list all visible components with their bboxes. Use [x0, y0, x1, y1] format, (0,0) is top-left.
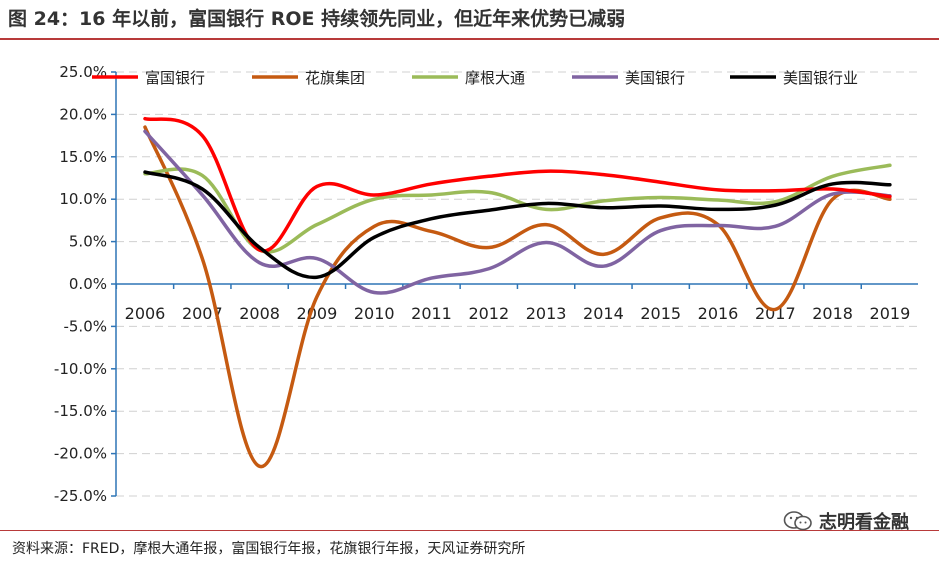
source-note: 资料来源：FRED，摩根大通年报，富国银行年报，花旗银行年报，天风证券研究所	[12, 541, 526, 557]
x-tick-label: 2016	[698, 304, 739, 323]
x-tick-label: 2006	[125, 304, 166, 323]
legend-label: 花旗集团	[305, 69, 365, 87]
watermark-text: 志明看金融	[819, 512, 909, 533]
x-tick-label: 2009	[297, 304, 338, 323]
series-lines	[143, 116, 892, 469]
x-tick-label: 2013	[526, 304, 567, 323]
watermark: 志明看金融	[783, 508, 909, 534]
y-tick-label: 15.0%	[59, 148, 107, 166]
y-tick-label: 0.0%	[69, 275, 107, 293]
y-tick-label: -20.0%	[54, 445, 107, 463]
series-line-3	[143, 129, 892, 295]
series-line-4	[143, 170, 892, 279]
y-tick-label: 5.0%	[69, 233, 107, 251]
chart-title: 图 24：16 年以前，富国银行 ROE 持续领先同业，但近年来优势已减弱	[8, 8, 626, 30]
y-tick-label: 20.0%	[59, 105, 107, 123]
x-tick-label: 2018	[812, 304, 853, 323]
x-tick-label: 2007	[182, 304, 223, 323]
y-tick-label: -15.0%	[54, 402, 107, 420]
x-tick-label: 2008	[239, 304, 280, 323]
y-tick-label: -25.0%	[54, 487, 107, 505]
x-tick-label: 2014	[583, 304, 624, 323]
line-chart: 25.0%20.0%15.0%10.0%5.0%0.0%-5.0%-10.0%-…	[54, 63, 918, 505]
series-line-2	[143, 163, 892, 254]
x-tick-label: 2012	[468, 304, 509, 323]
x-tick-label: 2010	[354, 304, 395, 323]
legend-label: 美国银行业	[783, 69, 858, 87]
legend-label: 美国银行	[625, 69, 685, 87]
y-tick-label: -10.0%	[54, 360, 107, 378]
footer-divider	[0, 530, 939, 531]
x-tick-label: 2015	[640, 304, 681, 323]
series-line-1	[143, 125, 892, 469]
y-tick-label: -5.0%	[63, 317, 107, 335]
legend-label: 摩根大通	[465, 69, 525, 87]
legend-label: 富国银行	[145, 69, 205, 87]
x-axis: 2006 2007 2008 2009 2010 2011 2012 2013 2014 2015…	[115, 283, 918, 323]
y-tick-label: 10.0%	[59, 190, 107, 208]
y-axis: 25.0%20.0%15.0%10.0%5.0%0.0%-5.0%-10.0%-…	[54, 63, 117, 505]
title-divider	[0, 38, 939, 40]
series-line-0	[143, 116, 892, 253]
x-tick-label: 2019	[870, 304, 911, 323]
x-tick-label: 2011	[411, 304, 452, 323]
legend: 富国银行 花旗集团 摩根大通 美国银行 美国银行业	[92, 69, 858, 87]
x-tick-label: 2017	[755, 304, 796, 323]
wechat-icon	[783, 511, 812, 531]
